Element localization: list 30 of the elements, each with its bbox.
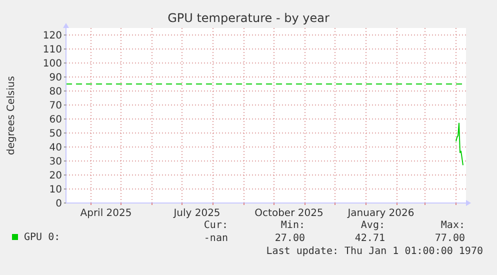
y-tick-label: 0	[56, 198, 62, 210]
y-tick-label: 40	[49, 142, 62, 154]
y-tick-label: 120	[42, 30, 62, 42]
y-tick-label: 110	[42, 44, 62, 56]
text: 77.00	[434, 233, 465, 244]
text: -nan	[204, 233, 228, 244]
y-tick-label: 60	[49, 114, 62, 126]
y-tick-label: 20	[49, 170, 62, 182]
y-tick-label: 70	[49, 100, 62, 112]
text: Avg:	[360, 220, 385, 231]
y-tick-label: 90	[49, 72, 62, 84]
text: Cur:	[204, 220, 228, 231]
x-tick-label: October 2025	[254, 208, 324, 219]
text: 27.00	[274, 233, 305, 244]
y-tick-label: 80	[49, 86, 62, 98]
y-tick-label: 50	[49, 128, 62, 140]
x-tick-label: January 2026	[346, 208, 414, 219]
y-axis-title: degrees Celsius	[6, 76, 17, 155]
x-tick-label: April 2025	[80, 208, 132, 219]
y-tick-label: 30	[49, 156, 62, 168]
y-tick-label: 100	[42, 58, 62, 70]
x-tick-label: July 2025	[172, 208, 220, 219]
text: Max:	[440, 220, 465, 231]
legend-label: GPU 0:	[24, 232, 60, 243]
chart-title: GPU temperature - by year	[168, 11, 330, 25]
text: Min:	[280, 220, 305, 231]
y-tick-label: 10	[49, 184, 62, 196]
text: Last update: Thu Jan 1 01:00:00 1970	[266, 246, 483, 257]
line-series	[456, 122, 464, 166]
text: 42.71	[354, 233, 385, 244]
